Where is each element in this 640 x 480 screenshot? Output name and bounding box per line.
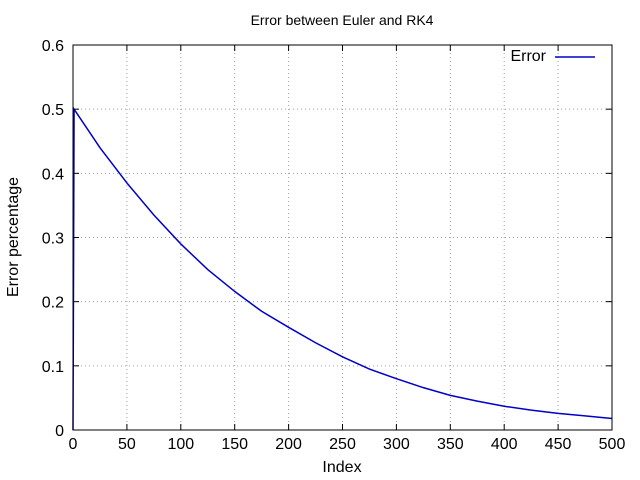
x-tick-label: 450 <box>545 436 572 453</box>
y-tick-label: 0.4 <box>42 166 64 183</box>
x-tick-label: 0 <box>69 436 78 453</box>
y-axis-label: Error percentage <box>5 177 22 297</box>
legend: Error <box>510 48 595 65</box>
chart-title: Error between Euler and RK4 <box>251 12 434 28</box>
x-tick-label: 300 <box>383 436 410 453</box>
x-tick-label: 500 <box>599 436 626 453</box>
y-tick-label: 0.6 <box>42 38 64 55</box>
legend-label-error: Error <box>510 48 546 65</box>
y-tick-label: 0.3 <box>42 231 64 248</box>
y-tick-label: 0 <box>55 423 64 440</box>
x-tick-label: 50 <box>118 436 136 453</box>
y-tick-label: 0.2 <box>42 295 64 312</box>
x-axis-label: Index <box>322 459 361 476</box>
y-tick-label: 0.1 <box>42 359 64 376</box>
ticks: 0 50 100 150 200 250 300 350 400 450 500 0 0.1 0.2 0.3… <box>42 38 626 453</box>
series-layer <box>72 106 613 431</box>
grid <box>73 45 612 430</box>
x-tick-label: 150 <box>221 436 248 453</box>
series-line-error <box>72 106 613 431</box>
x-tick-label: 350 <box>437 436 464 453</box>
x-tick-label: 100 <box>167 436 194 453</box>
x-tick-label: 250 <box>329 436 356 453</box>
x-tick-label: 200 <box>275 436 302 453</box>
y-tick-label: 0.5 <box>42 102 64 119</box>
x-tick-label: 400 <box>491 436 518 453</box>
